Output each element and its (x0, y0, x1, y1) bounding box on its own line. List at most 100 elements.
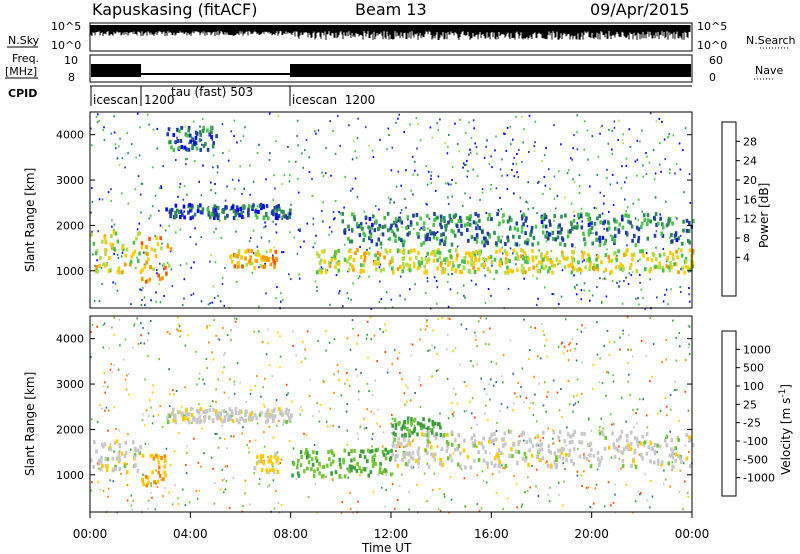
scatter-cell (669, 168, 671, 171)
feature-cell (566, 432, 570, 437)
scatter-cell (111, 326, 113, 329)
scatter-cell (515, 482, 518, 485)
feature-cell (189, 208, 192, 213)
scatter-cell (579, 272, 582, 275)
feature-cell (90, 458, 93, 463)
feature-cell (187, 126, 191, 130)
scatter-cell (689, 201, 692, 204)
scatter-cell (158, 209, 160, 212)
feature-cell (343, 474, 347, 479)
scatter-cell (426, 462, 429, 465)
feature-cell (543, 213, 547, 218)
feature-cell (372, 461, 376, 465)
scatter-cell (464, 192, 466, 195)
feature-cell (268, 413, 272, 418)
power-ylabel: Slant Range [km] (23, 168, 37, 272)
feature-cell (377, 227, 380, 232)
feature-cell (403, 454, 406, 459)
scatter-cell (523, 277, 525, 280)
scatter-cell (298, 277, 301, 280)
feature-cell (554, 237, 557, 242)
feature-cell (250, 261, 254, 266)
feature-cell (621, 225, 625, 230)
feature-cell (444, 224, 447, 228)
feature-cell (235, 205, 239, 210)
feature-cell (440, 447, 444, 451)
feature-cell (422, 424, 426, 429)
scatter-cell (352, 282, 354, 285)
feature-cell (556, 235, 560, 240)
feature-cell (653, 442, 657, 447)
scatter-cell (618, 445, 620, 448)
feature-cell (611, 235, 614, 240)
feature-cell (624, 445, 628, 450)
scatter-cell (566, 350, 569, 353)
scatter-cell (476, 175, 479, 177)
feature-cell (587, 253, 590, 258)
feature-cell (375, 267, 378, 272)
feature-cell (618, 222, 621, 227)
feature-cell (318, 267, 322, 272)
feature-cell (139, 445, 142, 449)
feature-cell (174, 420, 178, 425)
feature-cell (588, 228, 591, 233)
scatter-cell (312, 217, 315, 220)
feature-cell (166, 420, 170, 425)
scatter-cell (217, 294, 219, 297)
feature-cell (441, 462, 445, 467)
feature-cell (642, 253, 645, 258)
feature-cell (183, 215, 186, 220)
feature-cell (482, 236, 486, 241)
scatter-cell (111, 219, 113, 222)
feature-cell (398, 248, 401, 253)
feature-cell (495, 269, 498, 274)
scatter-cell (527, 449, 529, 452)
feature-cell (121, 270, 124, 275)
feature-cell (665, 223, 669, 228)
scatter-cell (471, 412, 473, 415)
scatter-cell (397, 219, 399, 222)
scatter-cell (379, 280, 381, 283)
scatter-cell (177, 329, 179, 332)
scatter-cell (126, 389, 128, 392)
feature-cell (288, 211, 292, 216)
feature-cell (614, 226, 617, 231)
feature-cell (664, 438, 667, 443)
feature-cell (126, 470, 129, 475)
feature-cell (504, 257, 508, 262)
scatter-cell (130, 494, 133, 497)
feature-cell (213, 208, 217, 213)
y-tick-label: 4000 (56, 129, 84, 142)
feature-cell (144, 251, 148, 256)
feature-cell (337, 248, 341, 253)
scatter-cell (463, 477, 466, 480)
feature-cell (288, 416, 291, 421)
feature-cell (543, 216, 546, 221)
feature-cell (596, 267, 599, 272)
feature-cell (110, 234, 113, 239)
feature-cell (337, 260, 341, 265)
scatter-cell (676, 217, 678, 220)
scatter-cell (648, 161, 651, 164)
feature-cell (422, 417, 425, 422)
scatter-cell (412, 466, 415, 469)
feature-cell (457, 443, 461, 448)
scatter-cell (542, 193, 544, 195)
feature-cell (439, 432, 443, 437)
feature-cell (231, 411, 234, 416)
scatter-cell (399, 371, 401, 374)
scatter-cell (249, 164, 251, 167)
feature-cell (352, 267, 355, 272)
scatter-cell (525, 200, 528, 203)
scatter-cell (370, 307, 373, 310)
feature-cell (514, 256, 518, 261)
scatter-cell (312, 223, 314, 226)
scatter-cell (549, 486, 551, 489)
scatter-cell (474, 338, 477, 341)
scatter-cell (213, 231, 215, 234)
feature-cell (407, 430, 411, 435)
scatter-cell (638, 441, 640, 444)
scatter-cell (486, 139, 488, 142)
scatter-cell (370, 410, 373, 413)
